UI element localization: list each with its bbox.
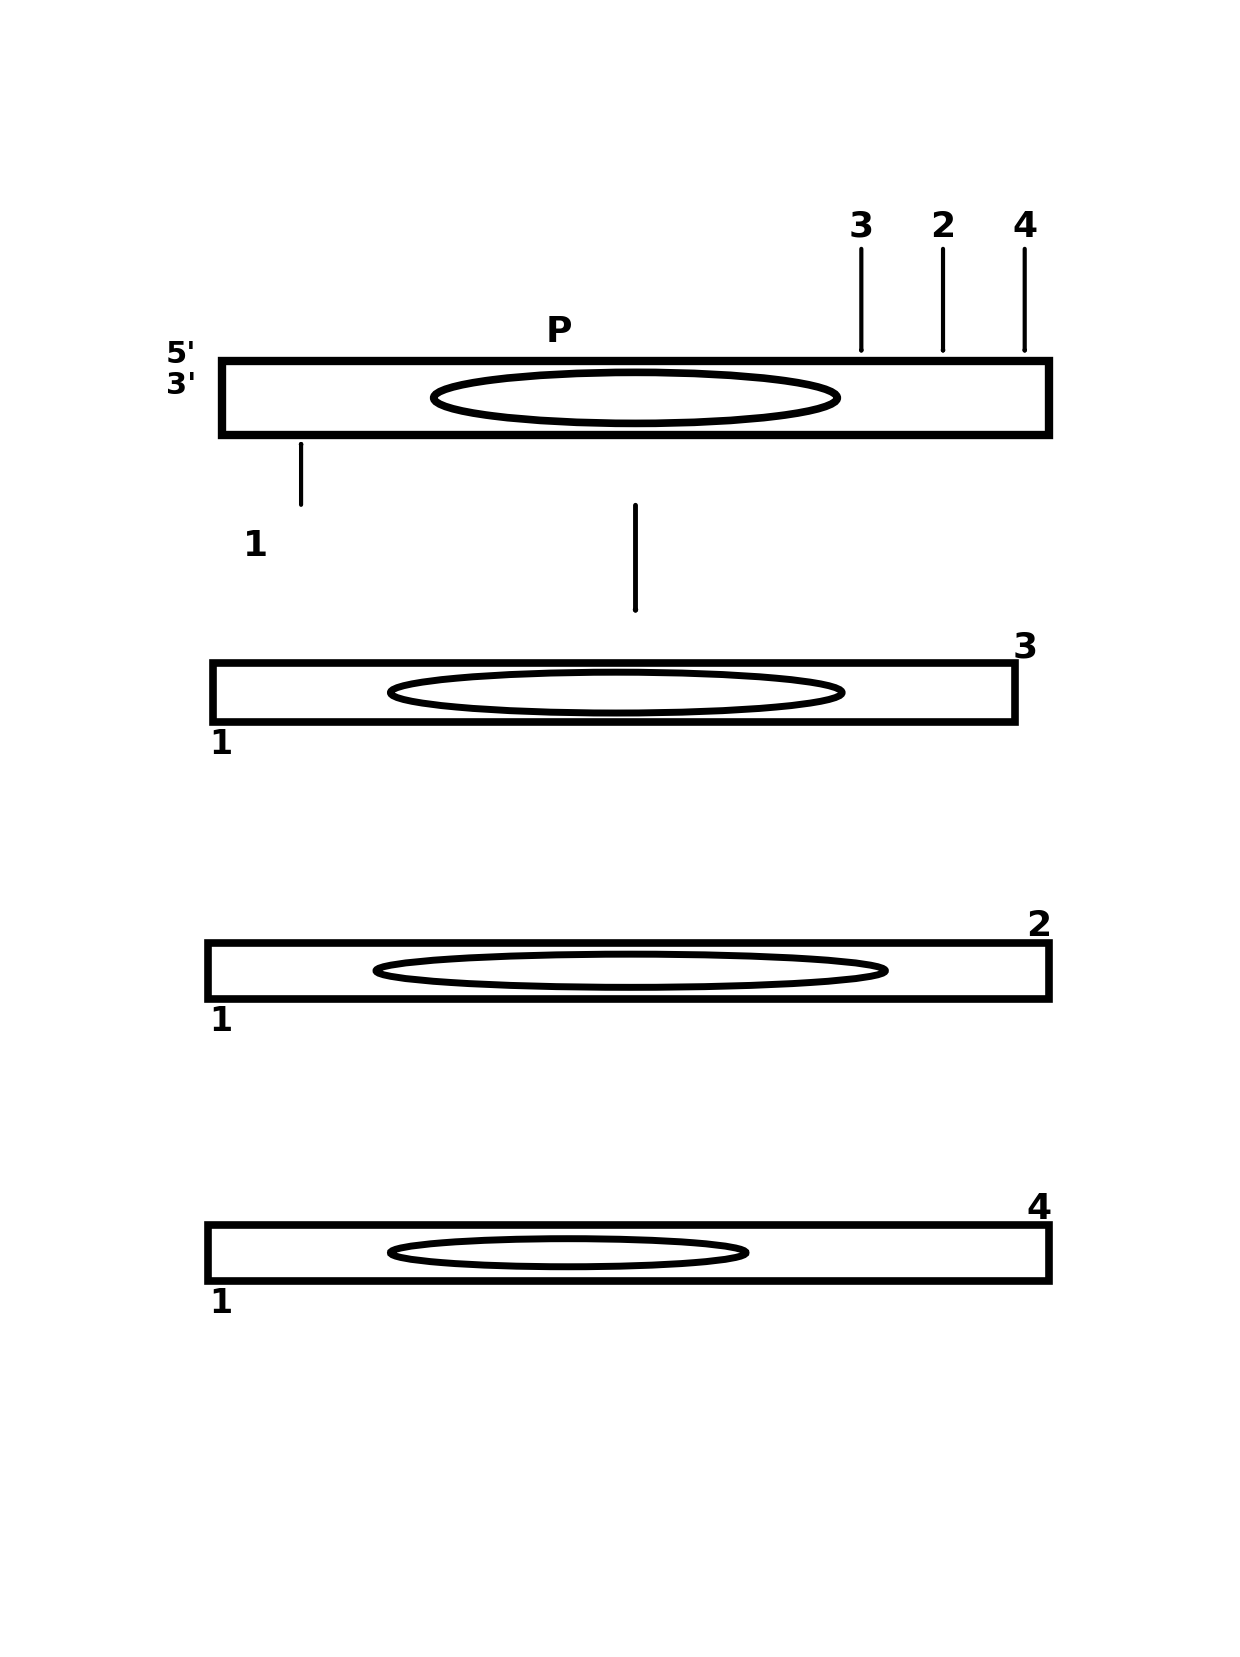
Bar <box>208 943 1049 999</box>
Text: 3: 3 <box>848 210 874 244</box>
Text: 4: 4 <box>1027 1193 1052 1226</box>
Bar <box>208 1225 1049 1281</box>
Text: 3: 3 <box>1012 631 1038 664</box>
Ellipse shape <box>376 954 885 988</box>
Text: 1: 1 <box>208 1287 232 1321</box>
Bar <box>213 663 1016 722</box>
Text: 4: 4 <box>1012 210 1038 244</box>
Text: 1: 1 <box>208 1006 232 1039</box>
Ellipse shape <box>391 1239 746 1266</box>
Text: 1: 1 <box>208 729 232 762</box>
Bar <box>222 361 1049 434</box>
Text: 5': 5' <box>166 340 196 370</box>
Text: P: P <box>546 315 572 348</box>
Text: 2: 2 <box>1027 910 1052 943</box>
Ellipse shape <box>434 373 837 424</box>
Text: 3': 3' <box>166 371 196 399</box>
Text: 2: 2 <box>930 210 956 244</box>
Ellipse shape <box>391 673 842 713</box>
Text: 1: 1 <box>243 529 269 563</box>
